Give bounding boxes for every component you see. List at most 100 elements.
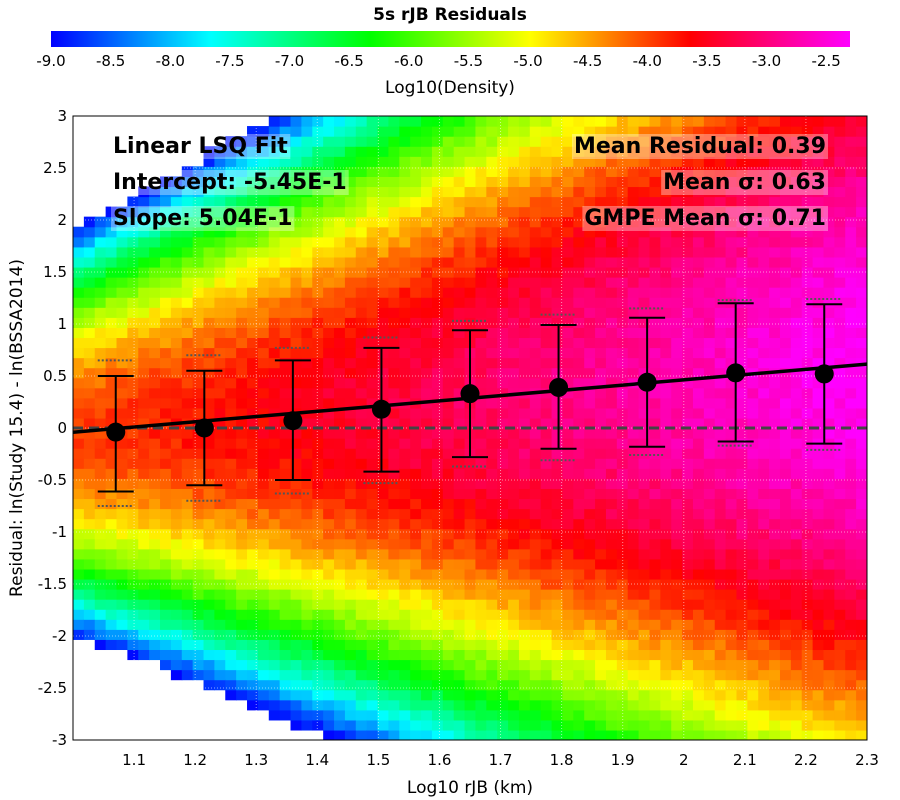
heatmap-cell bbox=[845, 347, 857, 359]
heatmap-cell bbox=[529, 136, 542, 147]
heatmap-cell bbox=[518, 568, 531, 580]
heatmap-cell bbox=[682, 266, 694, 278]
heatmap-cell bbox=[682, 367, 694, 379]
heatmap-cell bbox=[366, 669, 379, 681]
heatmap-cell bbox=[736, 357, 748, 369]
heatmap-cell bbox=[497, 689, 509, 701]
heatmap-cell bbox=[584, 357, 596, 369]
heatmap-cell bbox=[214, 599, 226, 610]
heatmap-cell bbox=[845, 719, 857, 731]
heatmap-cell bbox=[116, 387, 128, 399]
heatmap-cell bbox=[529, 377, 542, 389]
heatmap-cell bbox=[616, 196, 629, 208]
heatmap-cell bbox=[290, 548, 303, 560]
heatmap-cell bbox=[769, 116, 781, 127]
heatmap-cell bbox=[758, 347, 770, 359]
heatmap-cell bbox=[627, 407, 640, 419]
heatmap-cell bbox=[377, 216, 390, 228]
heatmap-cell bbox=[779, 337, 792, 349]
heatmap-cell bbox=[127, 599, 139, 610]
heatmap-cell bbox=[181, 317, 194, 328]
heatmap-cell bbox=[410, 699, 422, 711]
heatmap-cell bbox=[551, 287, 564, 298]
heatmap-cell bbox=[94, 619, 107, 630]
heatmap-cell bbox=[497, 397, 509, 409]
heatmap-cell bbox=[247, 468, 259, 479]
heatmap-cell bbox=[290, 689, 303, 701]
heatmap-cell bbox=[616, 256, 629, 268]
heatmap-cell bbox=[573, 719, 585, 731]
heatmap-cell bbox=[812, 226, 825, 238]
heatmap-cell bbox=[692, 347, 705, 359]
heatmap-cell bbox=[279, 266, 292, 278]
heatmap-cell bbox=[170, 397, 183, 409]
heatmap-cell bbox=[366, 136, 379, 147]
heatmap-cell bbox=[181, 498, 194, 510]
heatmap-cell bbox=[660, 206, 672, 218]
heatmap-cell bbox=[595, 699, 607, 711]
heatmap-cell bbox=[627, 246, 640, 258]
heatmap-cell bbox=[758, 156, 770, 167]
heatmap-cell bbox=[323, 226, 335, 238]
heatmap-cell bbox=[170, 448, 183, 459]
heatmap-cell bbox=[377, 578, 390, 590]
heatmap-cell bbox=[355, 297, 368, 308]
heatmap-cell bbox=[540, 206, 553, 218]
heatmap-cell bbox=[431, 116, 444, 127]
heatmap-cell bbox=[486, 639, 498, 651]
heatmap-cell bbox=[290, 699, 303, 711]
heatmap-cell bbox=[388, 337, 400, 349]
heatmap-cell bbox=[605, 347, 618, 359]
mean-point bbox=[637, 372, 657, 392]
heatmap-cell bbox=[769, 327, 781, 339]
heatmap-cell bbox=[834, 619, 846, 630]
heatmap-cell bbox=[551, 156, 564, 167]
heatmap-cell bbox=[518, 709, 531, 721]
heatmap-cell bbox=[214, 538, 226, 550]
heatmap-cell bbox=[801, 166, 814, 177]
heatmap-cell bbox=[170, 538, 183, 550]
heatmap-cell bbox=[475, 397, 487, 409]
heatmap-cell bbox=[671, 599, 683, 610]
heatmap-cell bbox=[268, 508, 281, 520]
heatmap-cell bbox=[257, 156, 270, 167]
heatmap-cell bbox=[301, 448, 313, 459]
heatmap-cell bbox=[442, 548, 455, 560]
heatmap-cell bbox=[486, 256, 498, 268]
heatmap-cell bbox=[638, 407, 651, 419]
heatmap-cell bbox=[453, 659, 466, 671]
heatmap-cell bbox=[714, 458, 727, 469]
heatmap-cell bbox=[856, 327, 867, 339]
heatmap-cell bbox=[73, 589, 85, 600]
heatmap-cell bbox=[268, 327, 281, 339]
heatmap-cell bbox=[638, 448, 651, 459]
heatmap-cell bbox=[812, 377, 825, 389]
heatmap-cell bbox=[595, 709, 607, 721]
heatmap-cell bbox=[464, 508, 477, 520]
heatmap-cell bbox=[73, 478, 85, 489]
heatmap-cell bbox=[355, 729, 368, 740]
heatmap-cell bbox=[660, 428, 672, 439]
heatmap-cell bbox=[692, 458, 705, 469]
heatmap-cell bbox=[812, 488, 825, 500]
heatmap-cell bbox=[116, 508, 128, 520]
heatmap-cell bbox=[856, 216, 867, 228]
heatmap-cell bbox=[823, 568, 835, 580]
heatmap-cell bbox=[573, 508, 585, 520]
heatmap-cell bbox=[192, 377, 205, 389]
error-bar bbox=[717, 299, 754, 447]
heatmap-cell bbox=[83, 397, 96, 409]
heatmap-cell bbox=[377, 538, 390, 550]
heatmap-cell bbox=[170, 508, 183, 520]
heatmap-cell bbox=[73, 498, 85, 510]
heatmap-cell bbox=[279, 629, 292, 640]
heatmap-cell bbox=[301, 548, 313, 560]
heatmap-cell bbox=[529, 599, 542, 610]
heatmap-cell bbox=[290, 719, 303, 731]
heatmap-cell bbox=[366, 347, 379, 359]
heatmap-cell bbox=[377, 629, 390, 640]
heatmap-cell bbox=[486, 669, 498, 681]
heatmap-cell bbox=[518, 729, 531, 740]
heatmap-cell bbox=[225, 186, 237, 198]
heatmap-cell bbox=[214, 166, 226, 177]
